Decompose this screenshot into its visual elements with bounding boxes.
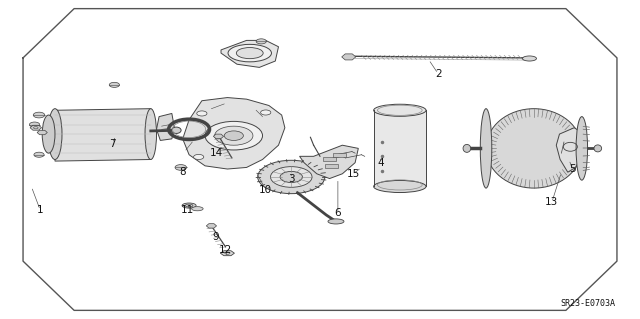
Circle shape bbox=[256, 39, 266, 44]
Ellipse shape bbox=[172, 127, 181, 133]
Ellipse shape bbox=[374, 181, 426, 193]
Polygon shape bbox=[323, 157, 336, 161]
Text: 4: 4 bbox=[378, 158, 384, 168]
Polygon shape bbox=[213, 134, 223, 138]
Ellipse shape bbox=[522, 56, 536, 61]
Circle shape bbox=[33, 112, 45, 118]
Polygon shape bbox=[556, 128, 583, 172]
Ellipse shape bbox=[214, 126, 253, 145]
Polygon shape bbox=[37, 130, 47, 135]
Ellipse shape bbox=[236, 48, 263, 59]
Ellipse shape bbox=[42, 115, 55, 153]
Text: 13: 13 bbox=[545, 197, 559, 207]
Ellipse shape bbox=[205, 122, 262, 150]
Ellipse shape bbox=[145, 109, 157, 160]
Polygon shape bbox=[206, 224, 216, 228]
Polygon shape bbox=[157, 114, 174, 140]
Circle shape bbox=[34, 152, 44, 157]
Text: 6: 6 bbox=[335, 209, 341, 219]
Ellipse shape bbox=[228, 44, 271, 62]
Ellipse shape bbox=[280, 171, 303, 182]
Ellipse shape bbox=[182, 203, 196, 208]
Text: 15: 15 bbox=[347, 169, 360, 179]
Ellipse shape bbox=[486, 109, 582, 188]
Polygon shape bbox=[182, 98, 285, 169]
Polygon shape bbox=[220, 251, 234, 256]
Circle shape bbox=[29, 122, 40, 127]
Ellipse shape bbox=[463, 145, 470, 152]
Polygon shape bbox=[300, 145, 358, 179]
Ellipse shape bbox=[328, 219, 344, 224]
Text: 5: 5 bbox=[569, 164, 575, 174]
Text: SR23-E0703A: SR23-E0703A bbox=[560, 299, 615, 308]
Circle shape bbox=[175, 165, 186, 170]
Text: 9: 9 bbox=[212, 232, 220, 242]
Polygon shape bbox=[55, 109, 151, 161]
Polygon shape bbox=[221, 41, 278, 67]
Circle shape bbox=[260, 110, 271, 115]
Text: 12: 12 bbox=[219, 245, 232, 255]
Ellipse shape bbox=[48, 109, 62, 160]
Ellipse shape bbox=[271, 167, 312, 187]
Polygon shape bbox=[333, 153, 346, 157]
Circle shape bbox=[196, 111, 207, 116]
Text: 10: 10 bbox=[259, 185, 272, 195]
Text: 2: 2 bbox=[435, 69, 442, 79]
Ellipse shape bbox=[480, 109, 492, 188]
Ellipse shape bbox=[224, 131, 243, 140]
Text: 7: 7 bbox=[109, 139, 116, 149]
Polygon shape bbox=[374, 110, 426, 187]
Ellipse shape bbox=[258, 160, 324, 194]
Text: 1: 1 bbox=[37, 205, 44, 215]
Circle shape bbox=[193, 154, 204, 160]
Text: 3: 3 bbox=[288, 174, 294, 183]
Ellipse shape bbox=[594, 145, 602, 152]
Text: 11: 11 bbox=[181, 205, 195, 215]
Circle shape bbox=[109, 82, 120, 87]
Polygon shape bbox=[342, 54, 356, 60]
Text: 14: 14 bbox=[210, 148, 223, 158]
Ellipse shape bbox=[191, 207, 203, 211]
Polygon shape bbox=[325, 164, 338, 168]
Text: 8: 8 bbox=[179, 167, 186, 177]
Polygon shape bbox=[30, 125, 42, 130]
Ellipse shape bbox=[576, 117, 588, 180]
Ellipse shape bbox=[374, 104, 426, 116]
